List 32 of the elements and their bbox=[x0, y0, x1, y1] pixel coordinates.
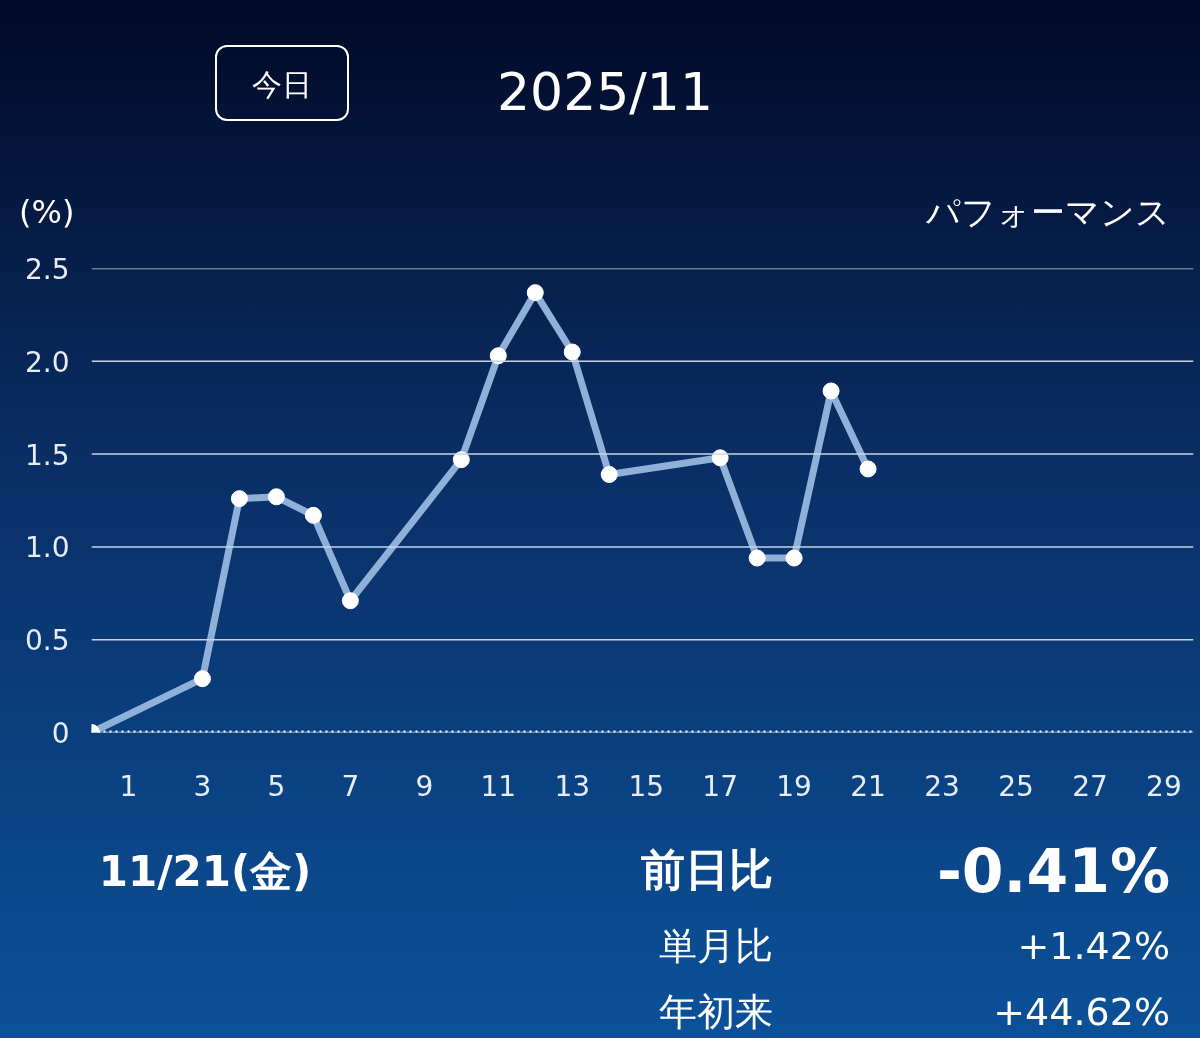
x-tick-label: 19 bbox=[776, 769, 812, 803]
x-tick-label: 23 bbox=[924, 769, 960, 803]
x-tick-label: 1 bbox=[119, 769, 138, 803]
chart-title: 2025/11 bbox=[496, 62, 714, 122]
y-tick-label: 0 bbox=[51, 717, 70, 750]
x-tick-label: 3 bbox=[193, 769, 212, 803]
y-tick-label: 2.0 bbox=[24, 345, 70, 379]
text: 前日比 bbox=[641, 843, 773, 897]
x-tick-label: 15 bbox=[628, 769, 665, 803]
x-tick-label: 5 bbox=[267, 769, 286, 803]
text: -0.41% bbox=[936, 835, 1170, 908]
x-tick-label: 27 bbox=[1072, 769, 1108, 803]
x-tick-label: 7 bbox=[341, 769, 360, 803]
x-tick-label: 11 bbox=[480, 769, 517, 803]
y-tick-label: 0.5 bbox=[24, 624, 70, 658]
x-tick-label: 9 bbox=[415, 769, 434, 803]
x-tick-label: 13 bbox=[554, 769, 591, 803]
text: 今日 bbox=[215, 45, 349, 121]
text: 単月比 bbox=[659, 923, 773, 970]
x-tick-label: 17 bbox=[702, 769, 738, 803]
text: 11/21(金) bbox=[97, 846, 313, 898]
x-tick-label: 21 bbox=[850, 769, 886, 803]
text: 年初来 bbox=[659, 989, 773, 1036]
text: パフォーマンス bbox=[926, 191, 1170, 234]
y-axis-title: (%) bbox=[19, 192, 75, 233]
x-tick-label: 25 bbox=[998, 769, 1034, 803]
x-tick-label: 29 bbox=[1146, 769, 1182, 803]
y-tick-label: 1.0 bbox=[24, 531, 70, 565]
text: +1.42% bbox=[1017, 923, 1170, 970]
y-tick-label: 2.5 bbox=[24, 253, 70, 286]
text: +44.62% bbox=[993, 989, 1170, 1036]
y-tick-label: 1.5 bbox=[24, 438, 70, 472]
